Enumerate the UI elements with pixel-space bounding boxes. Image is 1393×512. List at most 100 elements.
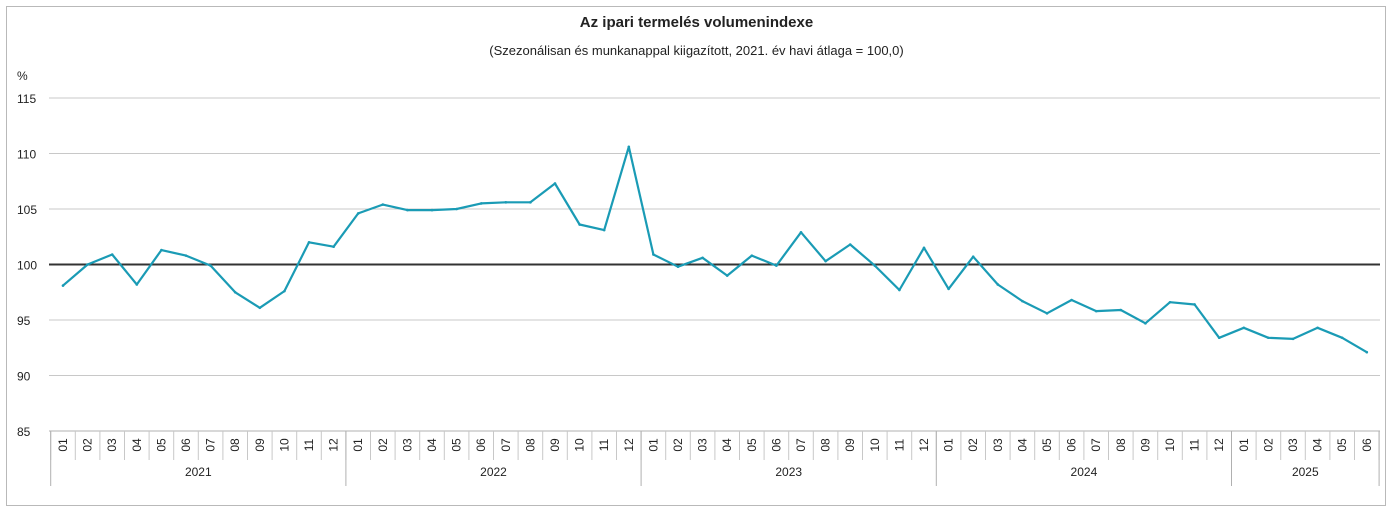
data-point [1267,336,1270,340]
y-tick-label-115: 115 [17,92,36,106]
y-tick-label-110: 110 [17,148,36,162]
chart-frame [6,6,1386,506]
data-point [750,254,754,257]
data-point [209,264,212,267]
x-tick-label: 01 [351,438,365,452]
x-tick-label: 10 [1163,438,1177,452]
data-point [110,253,114,256]
x-tick-label: 12 [1212,438,1226,452]
data-point [922,246,926,250]
x-tick-label: 11 [302,438,316,451]
x-tick-label: 09 [1138,438,1152,452]
data-point [1045,312,1049,315]
x-tick-label: 02 [966,438,980,452]
data-point [479,202,483,205]
y-tick-label-100: 100 [17,259,37,273]
x-tick-label: 06 [474,438,488,452]
data-point [504,201,508,204]
x-tick-label: 07 [1089,438,1103,452]
x-tick-label: 07 [499,438,513,452]
data-point [898,288,901,292]
x-tick-label: 01 [56,438,70,452]
data-point [455,207,458,211]
x-tick-label: 05 [1335,438,1349,452]
year-label-2022: 2022 [480,465,507,479]
data-point [1070,298,1073,302]
data-point [1365,350,1369,354]
data-point [529,201,532,204]
data-point [725,274,729,277]
chart-title: Az ipari termelés volumenindexe [579,14,814,31]
x-tick-label: 10 [573,438,587,452]
x-tick-label: 06 [1065,438,1079,452]
x-tick-label: 04 [1015,438,1029,452]
data-point [332,245,335,249]
series-line-0 [61,145,1368,354]
x-tick-label: 04 [130,438,144,452]
x-tick-label: 05 [745,438,759,452]
data-point [1094,309,1098,313]
x-tick-label: 10 [277,438,291,452]
x-tick-label: 11 [892,438,906,451]
data-point [627,145,631,149]
y-tick-label-105: 105 [17,203,37,217]
data-point [1144,322,1147,325]
data-point [184,254,188,257]
data-point [676,265,680,269]
x-tick-label: 05 [154,438,168,452]
x-tick-label: 03 [400,438,414,452]
data-point [824,259,827,263]
x-tick-label: 07 [204,438,218,452]
x-tick-label: 03 [1286,438,1300,452]
data-point [233,290,237,294]
x-tick-label: 05 [1040,438,1054,452]
x-tick-label: 09 [548,438,562,452]
x-tick-label: 08 [1114,438,1128,452]
year-label-2024: 2024 [1071,465,1098,479]
x-tick-label: 02 [671,438,685,452]
data-point [61,284,65,287]
x-tick-label: 02 [81,438,95,452]
x-tick-label: 09 [253,438,267,452]
data-point [307,241,311,244]
y-tick-label-85: 85 [17,425,31,439]
x-tick-label: 11 [597,438,611,451]
x-tick-label: 08 [228,438,242,452]
x-tick-label: 05 [450,438,464,452]
data-point [1119,308,1123,312]
x-tick-label: 04 [425,438,439,452]
data-point [848,243,852,246]
x-tick-label: 01 [1237,438,1251,452]
x-tick-label: 02 [1261,438,1275,452]
data-point [258,306,262,310]
data-point [1021,299,1024,303]
year-label-2021: 2021 [185,465,212,479]
x-tick-label: 12 [622,438,636,452]
data-point [553,182,557,185]
data-point [283,289,286,293]
data-point [996,283,1000,286]
data-point [578,223,581,226]
data-point [160,248,163,252]
data-point [430,208,434,212]
data-point [86,263,89,266]
data-point [701,256,704,260]
x-tick-label: 03 [696,438,710,452]
x-tick-label: 08 [523,438,537,452]
x-tick-label: 08 [819,438,833,452]
data-point [356,212,360,215]
x-tick-label: 12 [917,438,931,452]
x-tick-label: 02 [376,438,390,452]
data-point [1217,336,1221,340]
x-tick-label: 01 [646,438,660,452]
x-tick-label: 04 [720,438,734,452]
x-tick-label: 12 [327,438,341,452]
x-tick-label: 06 [179,438,193,452]
chart-subtitle: (Szezonálisan és munkanappal kiigazított… [489,43,904,58]
x-tick-label: 01 [942,438,956,452]
data-point [1242,326,1246,330]
data-point [406,208,409,212]
x-tick-label: 04 [1311,438,1325,452]
x-tick-label: 03 [991,438,1005,452]
